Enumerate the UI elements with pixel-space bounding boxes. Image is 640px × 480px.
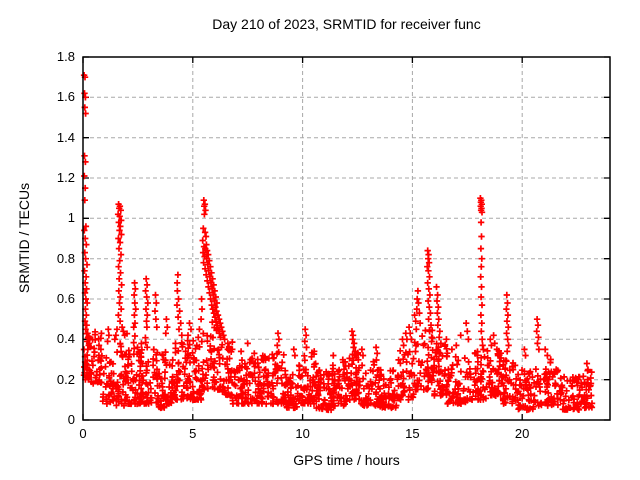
y-tick-label: 1.4 (56, 129, 75, 145)
y-tick-label: 1.2 (56, 170, 75, 185)
y-tick-label: 0 (67, 412, 75, 427)
y-axis-label: SRMTID / TECUs (16, 182, 32, 294)
x-tick-label: 5 (189, 426, 197, 441)
data-points-path (80, 72, 596, 414)
x-tick-label: 20 (514, 426, 530, 441)
y-tick-label: 1.8 (56, 49, 75, 64)
x-tick-label: 15 (405, 426, 420, 441)
y-tick-label: 0.6 (56, 291, 75, 306)
plot-border (82, 56, 611, 421)
chart-title: Day 210 of 2023, SRMTID for receiver fun… (212, 16, 481, 32)
x-tick-label: 0 (79, 426, 87, 441)
y-tick-label: 1.6 (56, 89, 75, 105)
y-tick-label: 0.8 (56, 250, 75, 266)
y-tick-label: 1 (67, 210, 75, 226)
y-tick-label: 0.4 (56, 331, 75, 347)
x-axis-label: GPS time / hours (293, 452, 400, 468)
x-tick-label: 10 (295, 426, 310, 441)
y-tick-label: 0.2 (56, 371, 75, 387)
